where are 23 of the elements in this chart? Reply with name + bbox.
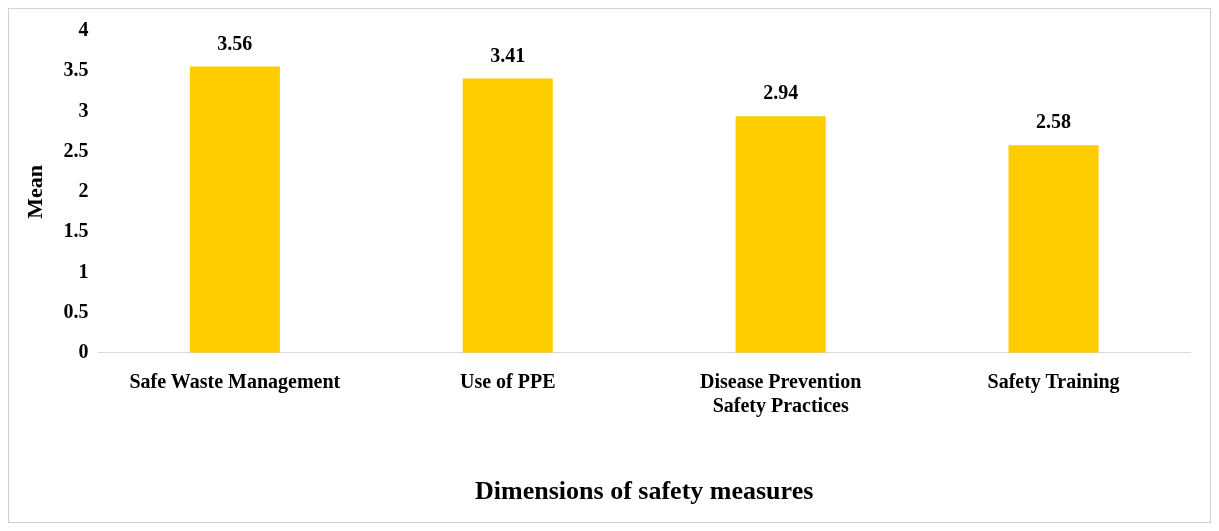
- y-tick-label: 2: [78, 179, 89, 202]
- y-tick-label: 0: [78, 339, 89, 362]
- y-tick-label: 2.5: [63, 138, 89, 161]
- y-tick-label: 1.5: [63, 219, 89, 242]
- x-tick-label: Disease Prevention Safety Practices: [700, 369, 862, 417]
- y-axis-title: Mean: [21, 165, 47, 219]
- x-tick-label: Safe Waste Management: [129, 369, 341, 393]
- bar: [462, 78, 553, 353]
- y-tick-label: 1: [78, 259, 89, 282]
- data-label: 2.58: [1036, 110, 1072, 133]
- y-tick-label: 3.5: [63, 58, 89, 81]
- bar: [189, 66, 280, 353]
- y-tick-label: 4: [78, 18, 89, 41]
- data-label: 2.94: [763, 81, 799, 104]
- data-label: 3.56: [217, 31, 253, 54]
- bar: [735, 116, 826, 353]
- y-tick-label: 3: [78, 98, 89, 121]
- data-label: 3.41: [490, 43, 526, 66]
- x-axis-title: Dimensions of safety measures: [475, 476, 814, 506]
- bar: [1008, 145, 1099, 353]
- x-tick-label: Use of PPE: [459, 369, 556, 392]
- y-tick-label: 0.5: [63, 299, 89, 322]
- x-tick-label: Safety Training: [987, 369, 1120, 393]
